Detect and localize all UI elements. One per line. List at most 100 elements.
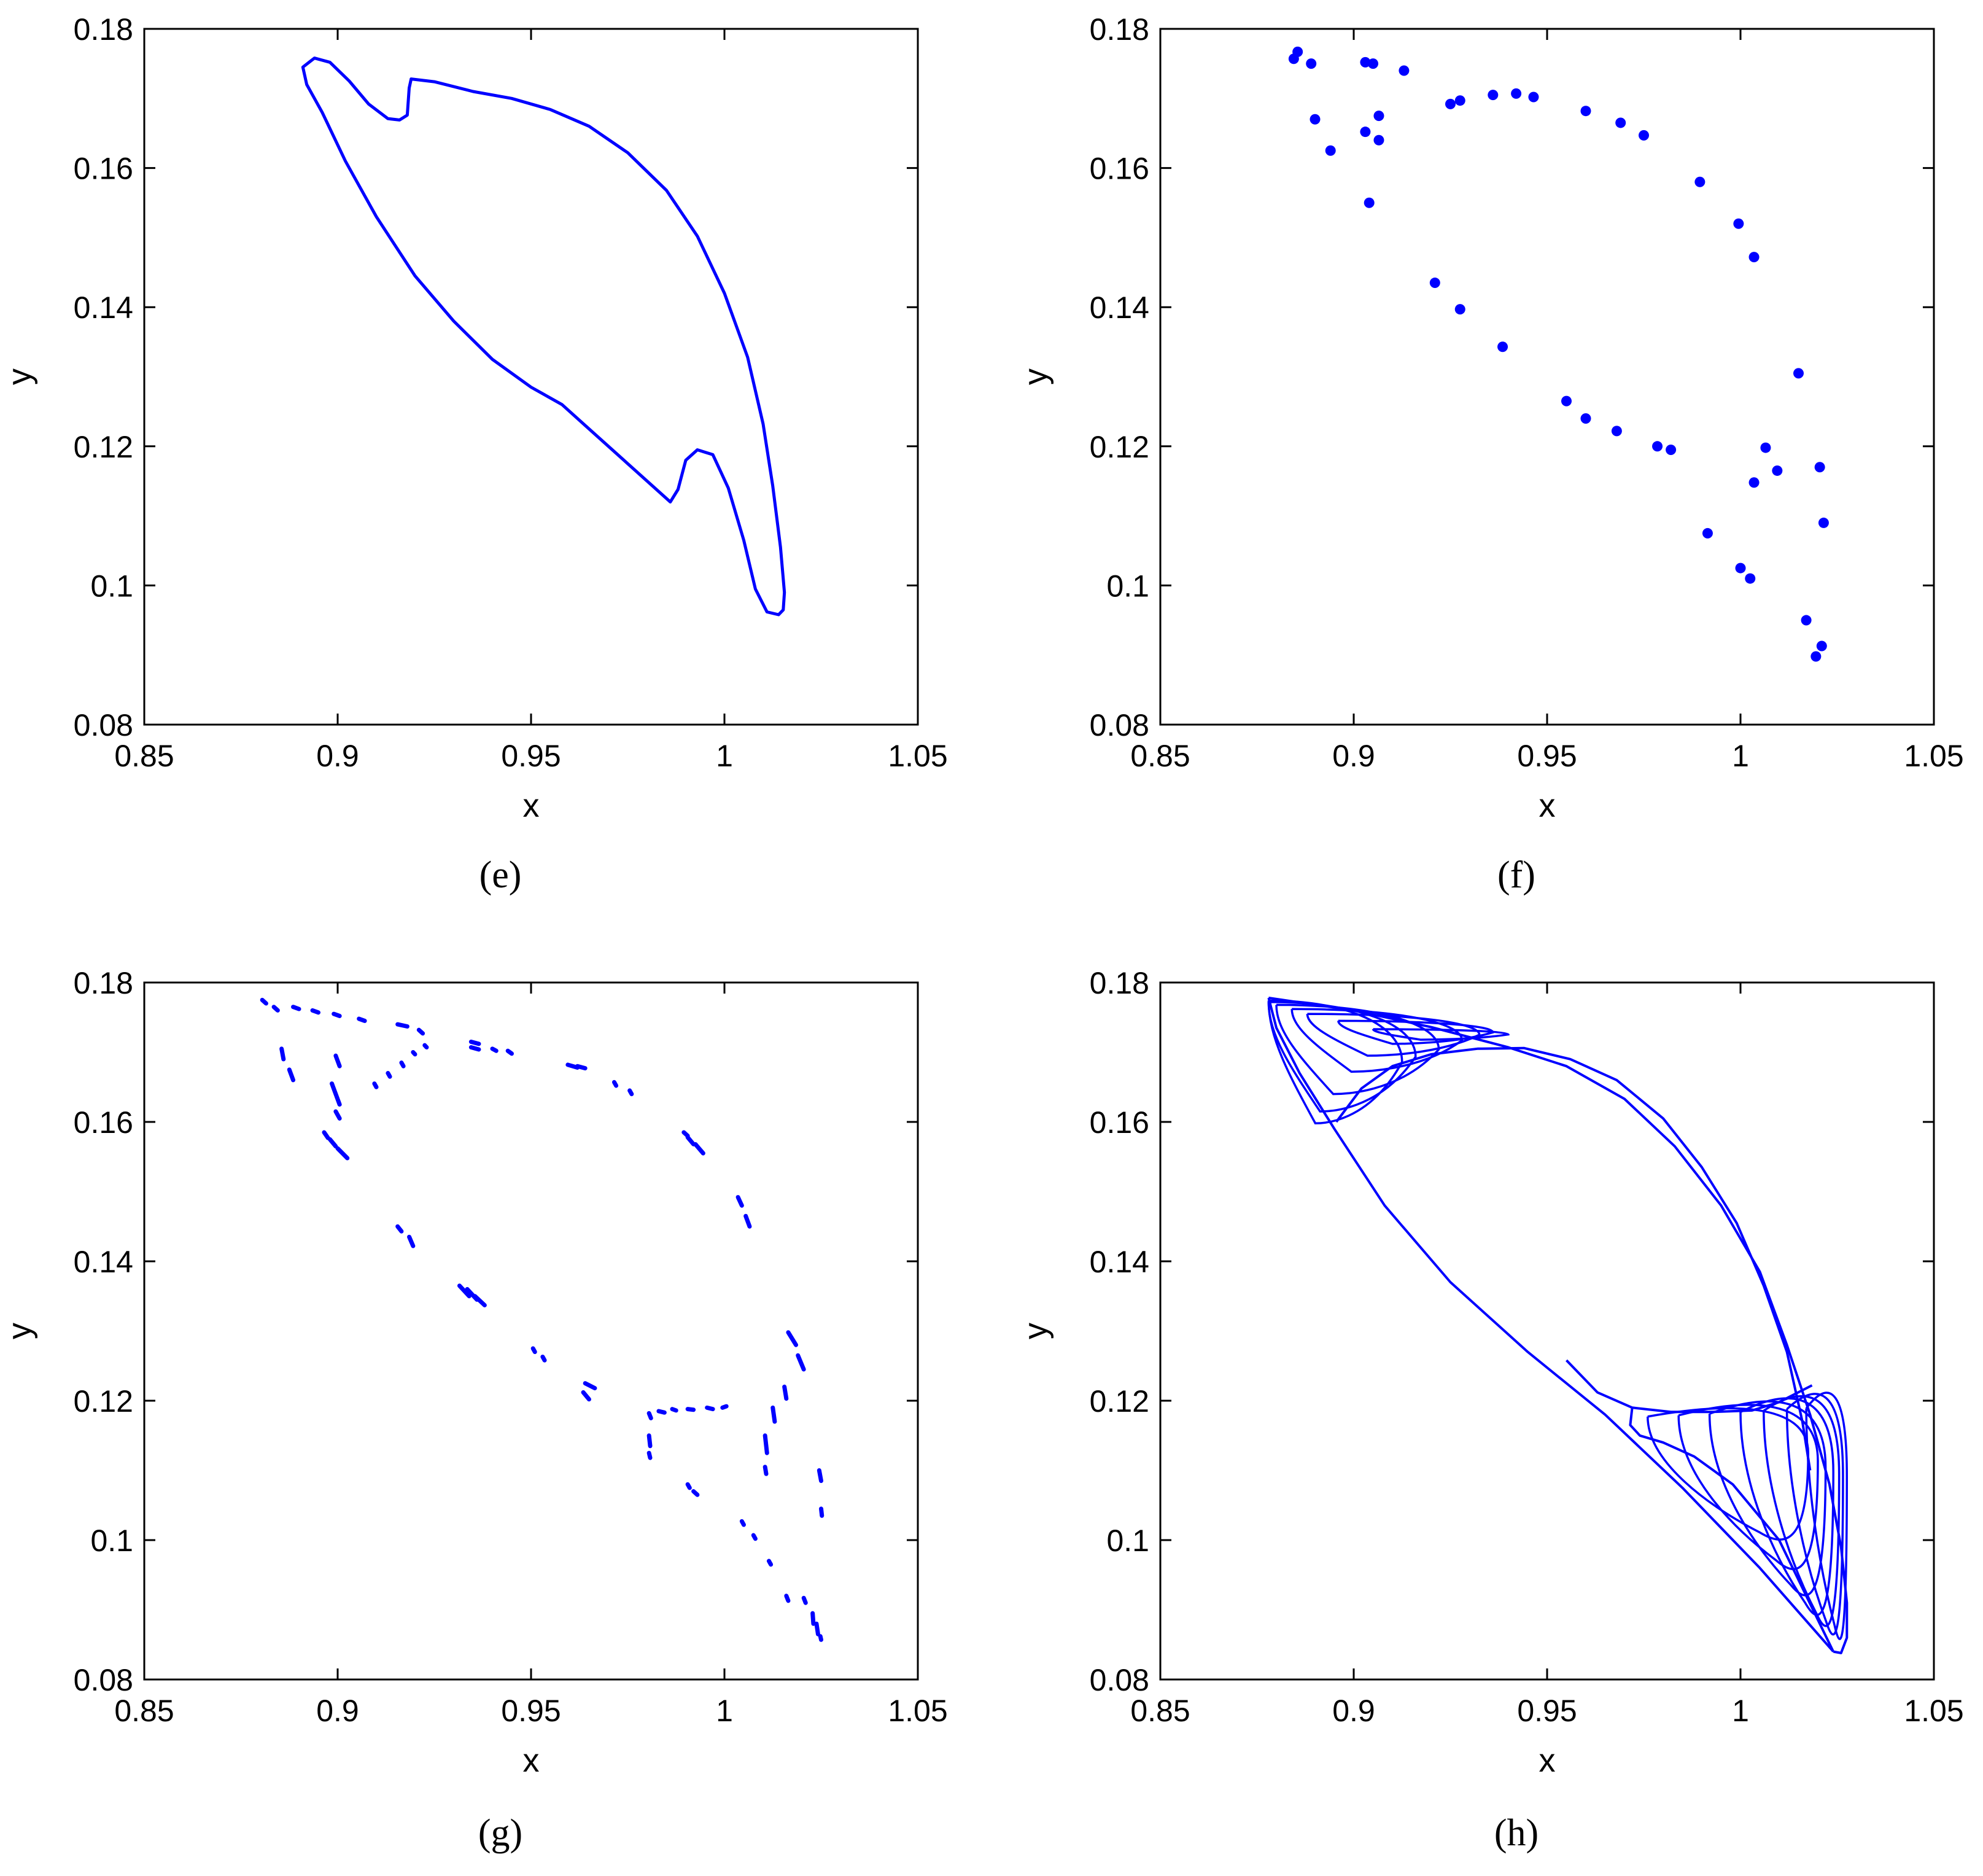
- y-tick-label: 0.12: [74, 1384, 133, 1419]
- data-segment: [407, 1234, 416, 1248]
- data-point: [1760, 442, 1771, 453]
- y-tick-label: 0.12: [1090, 430, 1149, 464]
- x-tick-label: 1: [1732, 1694, 1749, 1728]
- x-tick-label: 0.95: [1517, 1694, 1577, 1728]
- x-tick-label: 1.05: [1904, 1694, 1963, 1728]
- x-tick-label: 0.85: [114, 739, 174, 773]
- data-point: [1580, 106, 1591, 117]
- x-tick-label: 1: [716, 739, 733, 773]
- data-segment: [411, 1050, 417, 1057]
- data-point: [1454, 304, 1465, 315]
- data-segment: [818, 1634, 823, 1642]
- axes-frame: [143, 981, 919, 1681]
- data-point: [1814, 462, 1825, 473]
- data-point: [1454, 95, 1465, 106]
- data-segment: [646, 1433, 653, 1449]
- data-segment: [720, 1404, 729, 1410]
- data-segment: [279, 1046, 286, 1062]
- data-point: [1364, 197, 1375, 208]
- data-point: [1310, 114, 1321, 125]
- series-line: [301, 56, 786, 617]
- data-segment: [490, 1046, 499, 1053]
- data-segment: [322, 1130, 330, 1140]
- x-tick-label: 0.9: [316, 1694, 359, 1728]
- x-tick-label: 0.85: [1130, 1694, 1190, 1728]
- data-segment: [291, 1005, 301, 1011]
- data-point: [1360, 126, 1371, 138]
- data-point: [1748, 477, 1760, 488]
- data-point: [1429, 278, 1440, 289]
- attractor-lobe: [1785, 1393, 1844, 1636]
- panel-caption: (e): [479, 854, 522, 896]
- y-axis-label: y: [1017, 1323, 1054, 1339]
- y-axis-label: y: [1, 1323, 38, 1339]
- data-segment: [627, 1088, 634, 1097]
- attractor-lobe: [1306, 1013, 1481, 1057]
- data-point: [1580, 413, 1591, 424]
- axes-frame: [143, 28, 919, 726]
- series-line: [1267, 997, 1834, 1652]
- data-point: [1399, 65, 1410, 76]
- data-segment: [782, 1384, 789, 1401]
- attractor-lobe: [1372, 1028, 1510, 1041]
- x-tick-label: 1.05: [888, 739, 947, 773]
- data-segment: [530, 1346, 537, 1355]
- y-tick-label: 0.08: [1090, 708, 1149, 742]
- data-segment: [260, 997, 268, 1006]
- y-tick-label: 0.18: [1090, 966, 1149, 1000]
- x-tick-label: 1: [1732, 739, 1749, 773]
- y-tick-label: 0.12: [1090, 1384, 1149, 1419]
- y-tick-label: 0.14: [1090, 290, 1149, 325]
- y-tick-label: 0.16: [1090, 152, 1149, 186]
- attractor-lobe: [1739, 1397, 1834, 1616]
- plot-area: [301, 56, 786, 617]
- data-segment: [770, 1405, 777, 1424]
- data-segment: [751, 1533, 758, 1541]
- data-point: [1818, 517, 1829, 528]
- data-segment: [796, 1353, 806, 1372]
- data-segment: [540, 1354, 547, 1363]
- data-segment: [333, 1109, 342, 1121]
- data-point: [1666, 444, 1677, 455]
- x-tick-label: 0.85: [1130, 739, 1190, 773]
- y-axis-label: y: [1017, 368, 1054, 385]
- data-segment: [646, 1450, 653, 1460]
- panel-g: 0.85 0.9 0.95 1 1.05 0.08 0.1 0.12 0.14 0.16 0.18 x…: [1, 966, 948, 1854]
- data-point: [1325, 145, 1336, 156]
- data-point: [1373, 134, 1384, 146]
- y-tick-label: 0.12: [74, 430, 133, 464]
- data-segment: [271, 1005, 280, 1013]
- x-tick-label: 0.9: [316, 739, 359, 773]
- data-segment: [332, 1011, 342, 1018]
- data-point: [1368, 58, 1378, 69]
- y-tick-label: 0.18: [1090, 12, 1149, 47]
- series-line: [1629, 1407, 1834, 1652]
- data-segment: [399, 1061, 406, 1068]
- data-point: [1445, 98, 1456, 109]
- attractor-lobe: [1763, 1395, 1841, 1627]
- data-point: [1793, 368, 1804, 379]
- data-point: [1735, 562, 1746, 574]
- data-segment: [786, 1330, 799, 1347]
- data-point: [1733, 218, 1744, 229]
- panel-caption: (f): [1497, 854, 1535, 896]
- data-segment: [814, 1621, 820, 1637]
- data-segment: [395, 1022, 409, 1029]
- x-axis-label: x: [523, 1742, 540, 1779]
- panel-caption: (h): [1494, 1812, 1539, 1854]
- y-tick-label: 0.1: [90, 1524, 133, 1558]
- y-tick-label: 0.14: [74, 1245, 133, 1279]
- panel-f: 0.85 0.9 0.95 1 1.05 0.08 0.1 0.12 0.14 0.16 0.18 x…: [1017, 12, 1964, 896]
- data-point: [1702, 527, 1713, 539]
- data-point: [1292, 46, 1303, 57]
- data-point: [1652, 441, 1663, 452]
- data-point: [1373, 111, 1384, 122]
- data-segment: [581, 1390, 591, 1402]
- data-segment: [357, 1016, 367, 1023]
- data-segment: [705, 1405, 715, 1412]
- attractor-lobe: [1647, 1407, 1810, 1541]
- x-tick-label: 0.95: [1517, 739, 1577, 773]
- data-segment: [685, 1407, 696, 1412]
- data-segment: [416, 1027, 425, 1036]
- y-tick-label: 0.08: [1090, 1663, 1149, 1697]
